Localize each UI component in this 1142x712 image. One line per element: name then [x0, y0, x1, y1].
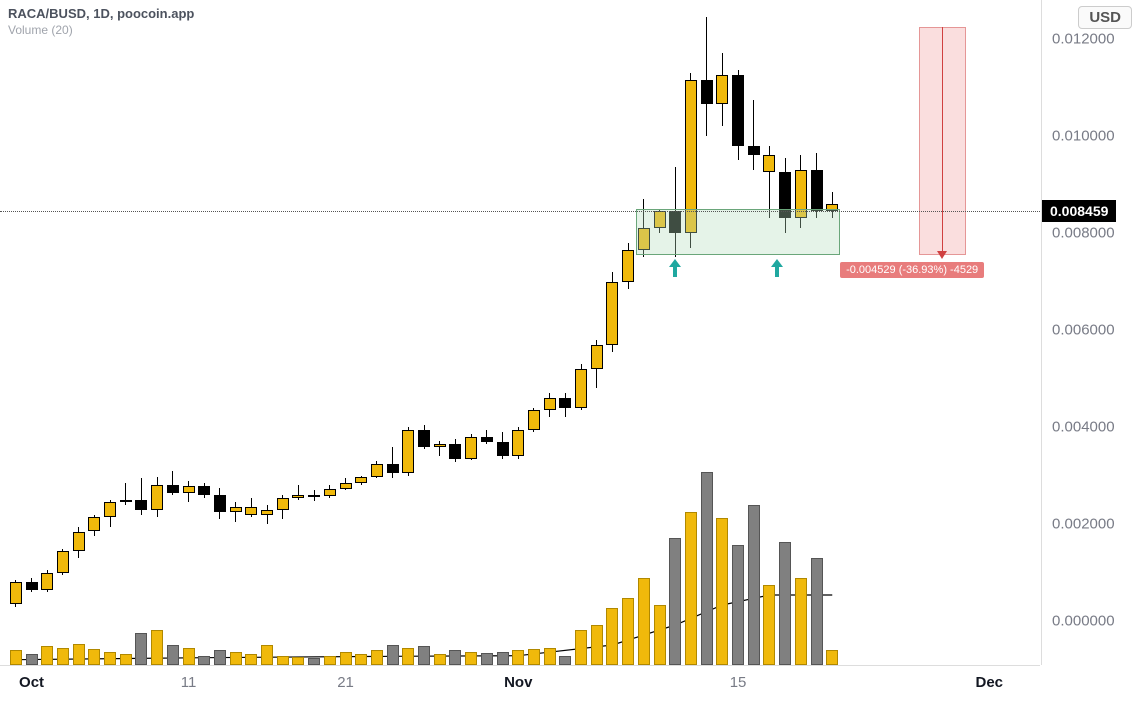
volume-bar — [387, 645, 399, 665]
volume-bar — [434, 654, 446, 665]
volume-bar — [826, 650, 838, 665]
volume-bar — [559, 656, 571, 665]
volume-bar — [183, 648, 195, 665]
volume-bar — [277, 656, 289, 665]
volume-bar — [73, 644, 85, 665]
volume-bar — [418, 646, 430, 665]
volume-bar — [528, 649, 540, 665]
time-tick: 11 — [181, 674, 197, 691]
volume-bar — [151, 630, 163, 665]
volume-bar — [669, 538, 681, 665]
volume-bar — [261, 645, 273, 665]
volume-bar — [795, 578, 807, 665]
time-axis[interactable]: Oct 11 21 Nov 15 Dec — [0, 665, 1040, 712]
plot-area[interactable]: RACA/BUSD, 1D, poocoin.app Volume (20) -… — [0, 0, 1040, 665]
price-tick: 0.006000 — [1052, 322, 1115, 339]
price-tick: 0.010000 — [1052, 127, 1115, 144]
volume-bar — [465, 652, 477, 665]
price-tick: 0.004000 — [1052, 419, 1115, 436]
volume-bar — [230, 652, 242, 665]
volume-bar — [654, 605, 666, 665]
price-tick: 0.002000 — [1052, 516, 1115, 533]
volume-bar — [340, 652, 352, 665]
volume-bar — [135, 633, 147, 665]
time-tick: 15 — [730, 674, 747, 691]
volume-bar — [575, 630, 587, 665]
volume-bar — [622, 598, 634, 665]
volume-bar — [732, 545, 744, 665]
volume-bar — [245, 654, 257, 665]
time-tick: Dec — [975, 674, 1003, 691]
time-tick: Nov — [504, 674, 532, 691]
volume-bar — [292, 657, 304, 665]
price-axis[interactable]: USD 0.000000 0.002000 0.004000 0.006000 0.00… — [1041, 0, 1142, 665]
volume-bar — [308, 658, 320, 665]
volume-bar — [214, 650, 226, 665]
time-tick: Oct — [19, 674, 44, 691]
price-tick: 0.000000 — [1052, 613, 1115, 630]
chart-root: RACA/BUSD, 1D, poocoin.app Volume (20) -… — [0, 0, 1142, 712]
up-arrow-icon — [771, 259, 783, 277]
volume-bar — [763, 585, 775, 665]
time-tick: 21 — [337, 674, 354, 691]
volume-bar — [685, 512, 697, 665]
volume-bar — [26, 654, 38, 665]
volume-bar — [371, 650, 383, 665]
volume-bar — [88, 649, 100, 665]
volume-bar — [324, 656, 336, 665]
volume-bar — [449, 650, 461, 665]
currency-toggle[interactable]: USD — [1078, 6, 1132, 29]
down-arrow-line — [942, 27, 943, 255]
volume-bar — [701, 472, 713, 665]
price-tick: 0.008000 — [1052, 224, 1115, 241]
current-price-line — [0, 211, 1040, 212]
volume-bar — [355, 654, 367, 665]
current-price-label: 0.008459 — [1042, 200, 1116, 222]
volume-bar — [638, 578, 650, 665]
volume-bar — [481, 653, 493, 665]
volume-bar — [811, 558, 823, 665]
volume-bar — [748, 505, 760, 665]
volume-bar — [544, 648, 556, 665]
volume-bar — [591, 625, 603, 665]
volume-bar — [402, 648, 414, 665]
up-arrow-icon — [669, 259, 681, 277]
volume-bar — [779, 542, 791, 665]
support-zone — [636, 209, 840, 255]
volume-bar — [10, 650, 22, 665]
volume-bar — [167, 645, 179, 665]
volume-bar — [198, 656, 210, 665]
volume-bar — [41, 646, 53, 665]
volume-bar — [120, 654, 132, 665]
volume-bar — [716, 518, 728, 665]
volume-bar — [104, 652, 116, 665]
volume-ma-line — [0, 0, 1040, 665]
down-arrow-icon — [937, 251, 947, 259]
volume-bar — [497, 652, 509, 665]
risk-label: -0.004529 (-36.93%) -4529 — [840, 262, 984, 278]
volume-bar — [606, 608, 618, 665]
price-tick: 0.012000 — [1052, 30, 1115, 47]
volume-bar — [57, 648, 69, 665]
volume-bar — [512, 650, 524, 665]
